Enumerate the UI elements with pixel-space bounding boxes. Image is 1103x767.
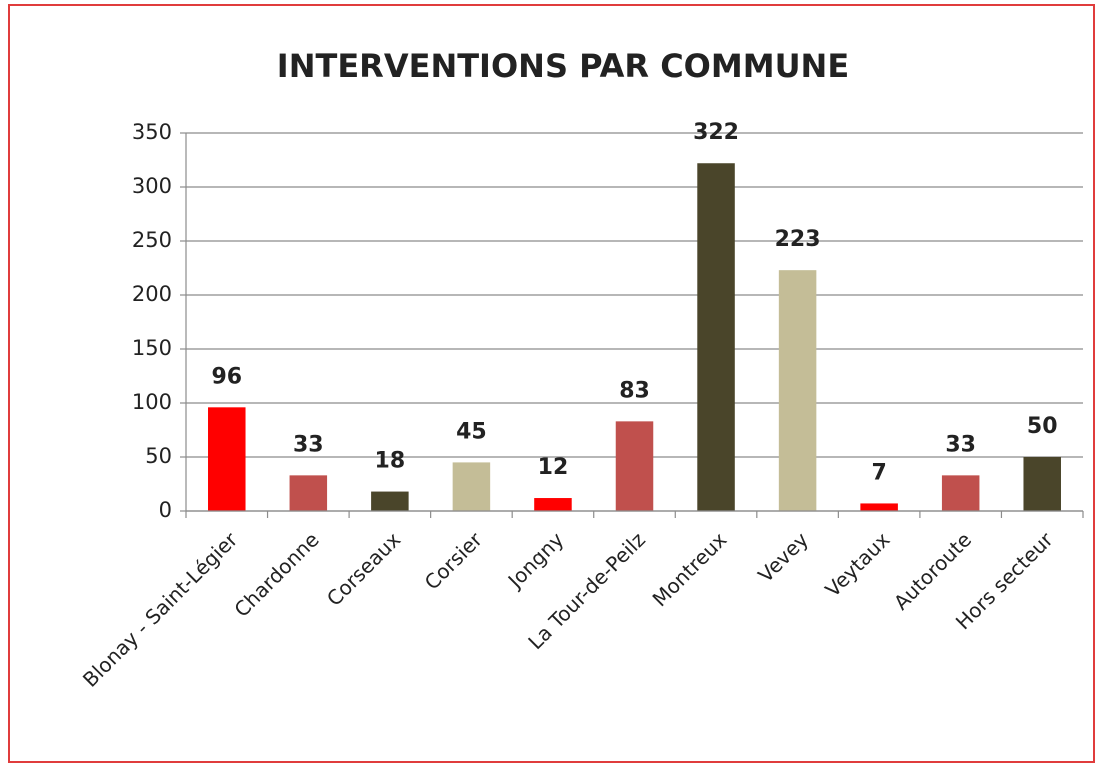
x-tick-label: Blonay - Saint-Légier [78, 527, 243, 692]
x-tick-label: Jongny [502, 527, 569, 594]
x-tick-label: Vevey [753, 527, 813, 587]
y-tick-label: 50 [145, 444, 172, 468]
value-label: 33 [945, 432, 976, 457]
y-tick-label: 200 [132, 282, 172, 306]
bar [371, 491, 409, 511]
bar [778, 270, 817, 511]
value-label: 83 [619, 378, 650, 403]
y-tick-label: 350 [132, 120, 172, 144]
x-tick-label: Montreux [648, 527, 732, 611]
chart-title: INTERVENTIONS PAR COMMUNE [277, 47, 849, 85]
value-label: 50 [1027, 414, 1058, 439]
x-tick-label: Corseaux [322, 527, 405, 610]
value-label: 96 [211, 364, 242, 389]
bar [289, 475, 328, 511]
value-label: 33 [293, 432, 324, 457]
bar [941, 475, 980, 511]
x-tick-label: Veytaux [820, 527, 894, 601]
x-tick-label: Autoroute [889, 527, 976, 614]
y-tick-label: 300 [132, 174, 172, 198]
value-label: 223 [775, 227, 821, 252]
bar [208, 407, 246, 511]
value-label: 7 [871, 460, 886, 485]
x-tick-label: Chardonne [229, 527, 323, 621]
bar [534, 498, 572, 511]
bar [860, 503, 898, 511]
value-label: 45 [456, 419, 487, 444]
value-label: 322 [693, 120, 739, 145]
y-tick-label: 100 [132, 390, 172, 414]
value-label: 18 [375, 449, 406, 474]
bar [697, 163, 735, 512]
y-tick-label: 250 [132, 228, 172, 252]
value-label: 12 [538, 455, 569, 480]
bar [452, 462, 491, 511]
frame [8, 4, 1095, 763]
y-tick-label: 0 [159, 498, 172, 522]
bar [1023, 457, 1061, 511]
y-tick-label: 150 [132, 336, 172, 360]
x-tick-label: Corsier [420, 527, 488, 595]
bar [615, 421, 654, 511]
